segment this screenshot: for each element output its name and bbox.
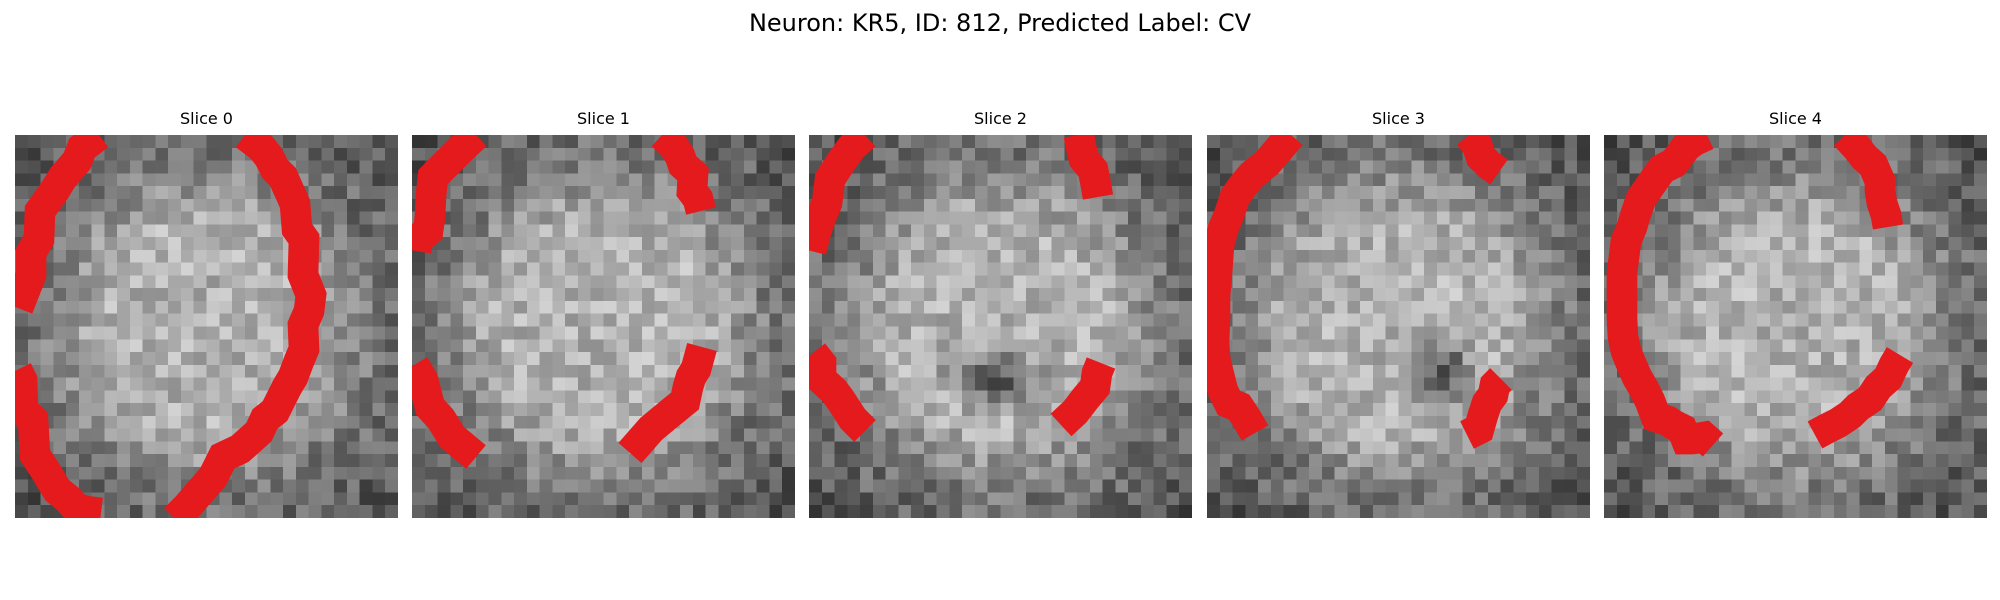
contour-line [1050,357,1116,437]
contour-line [1606,135,1724,457]
contour-line [651,135,716,215]
contour-line [618,342,717,464]
contour-line [809,135,876,255]
slice-title: Slice 3 [1372,109,1425,128]
intensity-pixels [809,135,1192,518]
contour-line [1457,135,1508,185]
contour-line [164,135,327,518]
contour-line [1807,347,1914,449]
contour-line [1063,135,1114,200]
contour-line [412,357,486,469]
contour-line [412,135,487,254]
segmentation-contours [809,135,1116,442]
contour-line [1833,135,1904,230]
intensity-pixels [412,135,795,518]
segmentation-contours [412,135,717,469]
contour-line [1460,368,1512,449]
figure-title: Neuron: KR5, ID: 812, Predicted Label: C… [748,9,1252,37]
intensity-pixels [1207,135,1590,518]
contour-line [15,135,109,314]
contour-line [1207,135,1303,441]
slice-panel-3: Slice 3 [1207,108,1590,518]
contour-line [15,363,103,518]
slice-panel-2: Slice 2 [809,108,1192,518]
slice-title: Slice 0 [180,109,233,128]
segmentation-contours [1207,135,1512,449]
slice-image [412,135,795,518]
segmentation-contours [15,135,327,518]
slice-image [1207,135,1590,518]
slice-title: Slice 2 [974,109,1027,128]
slice-image [809,135,1192,518]
slice-image [15,135,398,518]
slice-panel-1: Slice 1 [412,108,795,518]
slice-panel-0: Slice 0 [15,108,398,518]
segmentation-contours [1606,135,1914,457]
slice-title: Slice 4 [1769,109,1822,128]
slice-image [1604,135,1987,518]
contour-line [809,343,876,442]
slice-title: Slice 1 [577,109,630,128]
slice-panel-4: Slice 4 [1604,108,1987,518]
